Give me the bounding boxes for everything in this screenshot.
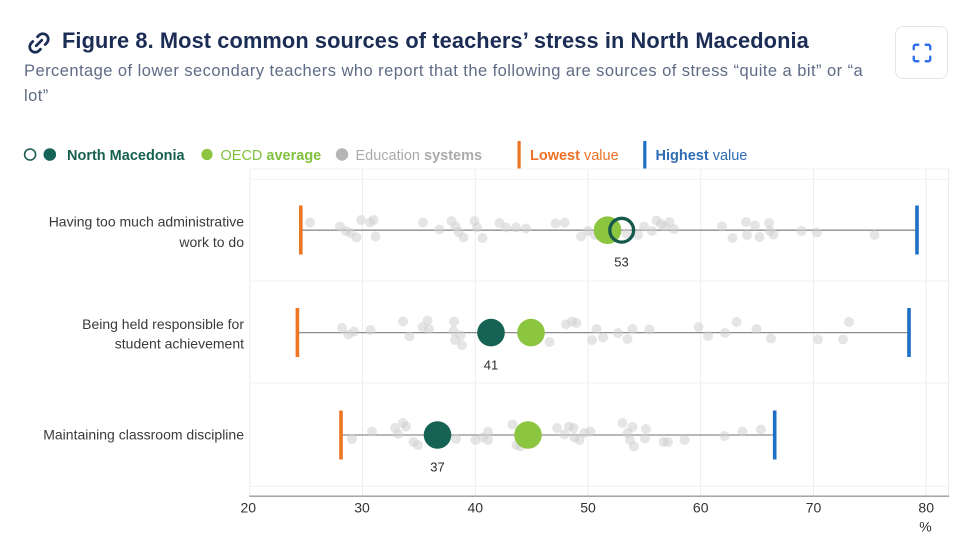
svg-text:50: 50 xyxy=(580,500,596,516)
svg-text:40: 40 xyxy=(468,500,484,516)
svg-text:student achievement: student achievement xyxy=(115,336,244,352)
svg-text:60: 60 xyxy=(693,500,709,516)
svg-text:%: % xyxy=(919,519,931,535)
svg-text:80: 80 xyxy=(918,500,934,516)
svg-text:Having too much administrative: Having too much administrative xyxy=(49,214,245,230)
svg-text:70: 70 xyxy=(806,500,822,516)
svg-text:53: 53 xyxy=(614,255,628,270)
svg-text:Maintaining classroom discipli: Maintaining classroom discipline xyxy=(43,427,244,443)
svg-text:41: 41 xyxy=(484,358,498,373)
svg-text:30: 30 xyxy=(354,500,370,516)
svg-text:work to do: work to do xyxy=(178,234,244,250)
svg-text:20: 20 xyxy=(241,500,257,516)
svg-text:Being held responsible for: Being held responsible for xyxy=(82,316,244,332)
svg-text:37: 37 xyxy=(430,460,444,475)
